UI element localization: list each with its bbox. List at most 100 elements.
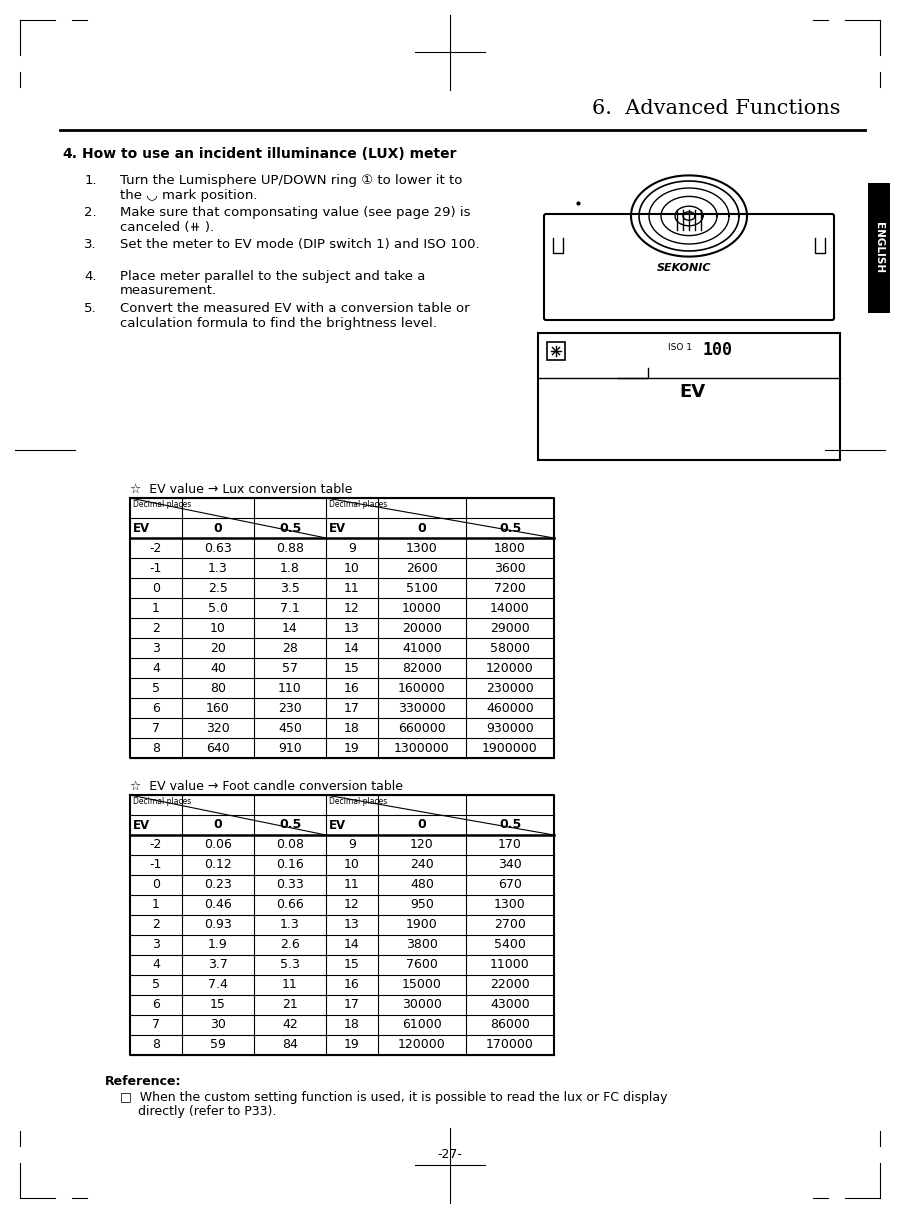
Text: 230000: 230000 (486, 682, 534, 694)
Bar (130, 795, 554, 1055)
Text: Decimal places: Decimal places (133, 501, 191, 509)
Text: 0.5: 0.5 (279, 521, 302, 535)
Text: 14000: 14000 (491, 602, 530, 615)
Text: Decimal places: Decimal places (329, 797, 387, 806)
Text: 0.5: 0.5 (279, 818, 302, 832)
Text: 160: 160 (206, 702, 230, 715)
Text: 0: 0 (213, 818, 222, 832)
Text: 4.: 4. (85, 270, 97, 283)
Text: 13: 13 (344, 918, 360, 932)
Text: 12: 12 (344, 899, 360, 911)
Text: 21: 21 (282, 999, 298, 1011)
Text: 7200: 7200 (494, 581, 526, 594)
Text: 230: 230 (278, 702, 302, 715)
Text: 0.5: 0.5 (499, 521, 521, 535)
Text: 3.5: 3.5 (280, 581, 300, 594)
Text: 100: 100 (703, 341, 733, 359)
Text: 1300: 1300 (406, 542, 438, 554)
Text: 5400: 5400 (494, 939, 526, 951)
Text: 10: 10 (210, 621, 226, 635)
Text: 5.3: 5.3 (280, 959, 300, 972)
Text: EV: EV (133, 523, 150, 535)
Text: 1.3: 1.3 (208, 561, 228, 575)
Text: 930000: 930000 (486, 721, 534, 734)
Text: 670: 670 (498, 878, 522, 892)
Text: calculation formula to find the brightness level.: calculation formula to find the brightne… (120, 317, 436, 330)
Text: 910: 910 (278, 742, 302, 754)
Text: 0: 0 (152, 878, 160, 892)
Text: Turn the Lumisphere UP/DOWN ring ① to lower it to: Turn the Lumisphere UP/DOWN ring ① to lo… (120, 174, 463, 188)
Text: EV: EV (329, 523, 346, 535)
Text: 5.0: 5.0 (208, 602, 228, 615)
Text: 0.66: 0.66 (276, 899, 304, 911)
Text: 3.: 3. (85, 238, 97, 251)
Text: Convert the measured EV with a conversion table or: Convert the measured EV with a conversio… (120, 302, 470, 315)
FancyBboxPatch shape (544, 214, 834, 320)
Text: 29000: 29000 (491, 621, 530, 635)
Text: 1300: 1300 (494, 899, 526, 911)
Text: 6: 6 (152, 702, 160, 715)
Text: Make sure that componsating value (see page 29) is: Make sure that componsating value (see p… (120, 206, 471, 219)
Text: ☆  EV value → Lux conversion table: ☆ EV value → Lux conversion table (130, 484, 353, 496)
Text: 86000: 86000 (491, 1018, 530, 1032)
Text: 7: 7 (152, 721, 160, 734)
Text: 3: 3 (152, 642, 160, 654)
Text: EV: EV (329, 818, 346, 832)
Text: 330000: 330000 (398, 702, 446, 715)
Text: 7.4: 7.4 (208, 978, 228, 991)
Text: 30: 30 (210, 1018, 226, 1032)
Text: 2: 2 (152, 621, 160, 635)
Text: 16: 16 (344, 682, 360, 694)
Text: 450: 450 (278, 721, 302, 734)
Text: 110: 110 (278, 682, 302, 694)
Text: 120000: 120000 (398, 1039, 446, 1051)
Text: 59: 59 (210, 1039, 226, 1051)
Text: 5100: 5100 (406, 581, 438, 594)
Text: -27-: -27- (437, 1149, 463, 1161)
Text: 9: 9 (348, 838, 356, 851)
Text: □  When the custom setting function is used, it is possible to read the lux or F: □ When the custom setting function is us… (120, 1091, 668, 1104)
Text: 3: 3 (152, 939, 160, 951)
Text: directly (refer to P33).: directly (refer to P33). (138, 1105, 276, 1118)
Text: 640: 640 (206, 742, 230, 754)
Text: 15: 15 (210, 999, 226, 1011)
Text: 42: 42 (282, 1018, 298, 1032)
Text: 0: 0 (418, 521, 427, 535)
Text: 57: 57 (282, 661, 298, 675)
Text: EV: EV (133, 818, 150, 832)
Bar (868, 183, 890, 313)
Text: 22000: 22000 (491, 978, 530, 991)
Text: measurement.: measurement. (120, 285, 217, 297)
Text: 0.08: 0.08 (276, 838, 304, 851)
Text: 5: 5 (152, 682, 160, 694)
Text: 0.12: 0.12 (204, 859, 232, 872)
Text: 2.: 2. (85, 206, 97, 219)
Bar (538, 333, 840, 460)
Text: 0.16: 0.16 (276, 859, 304, 872)
Text: 16: 16 (344, 978, 360, 991)
Text: ☆  EV value → Foot candle conversion table: ☆ EV value → Foot candle conversion tabl… (130, 780, 403, 793)
Text: 1900: 1900 (406, 918, 438, 932)
Text: 3600: 3600 (494, 561, 526, 575)
Text: How to use an incident illuminance (LUX) meter: How to use an incident illuminance (LUX)… (82, 147, 456, 161)
Text: 1: 1 (152, 602, 160, 615)
Text: 170: 170 (498, 838, 522, 851)
Text: 480: 480 (410, 878, 434, 892)
Text: 11: 11 (344, 878, 360, 892)
Text: 3.7: 3.7 (208, 959, 228, 972)
Text: EV: EV (679, 382, 705, 401)
Text: 43000: 43000 (491, 999, 530, 1011)
Text: the ◡ mark position.: the ◡ mark position. (120, 189, 257, 201)
Text: 9: 9 (348, 542, 356, 554)
Text: 1.9: 1.9 (208, 939, 228, 951)
Text: 17: 17 (344, 999, 360, 1011)
Text: 160000: 160000 (398, 682, 446, 694)
Text: 6: 6 (152, 999, 160, 1011)
Text: -2: -2 (149, 838, 162, 851)
Text: 2: 2 (152, 918, 160, 932)
Text: ENGLISH: ENGLISH (874, 223, 884, 274)
Text: 0.23: 0.23 (204, 878, 232, 892)
Text: 10000: 10000 (402, 602, 442, 615)
Text: 1.: 1. (85, 174, 97, 188)
Text: 0.5: 0.5 (499, 818, 521, 832)
